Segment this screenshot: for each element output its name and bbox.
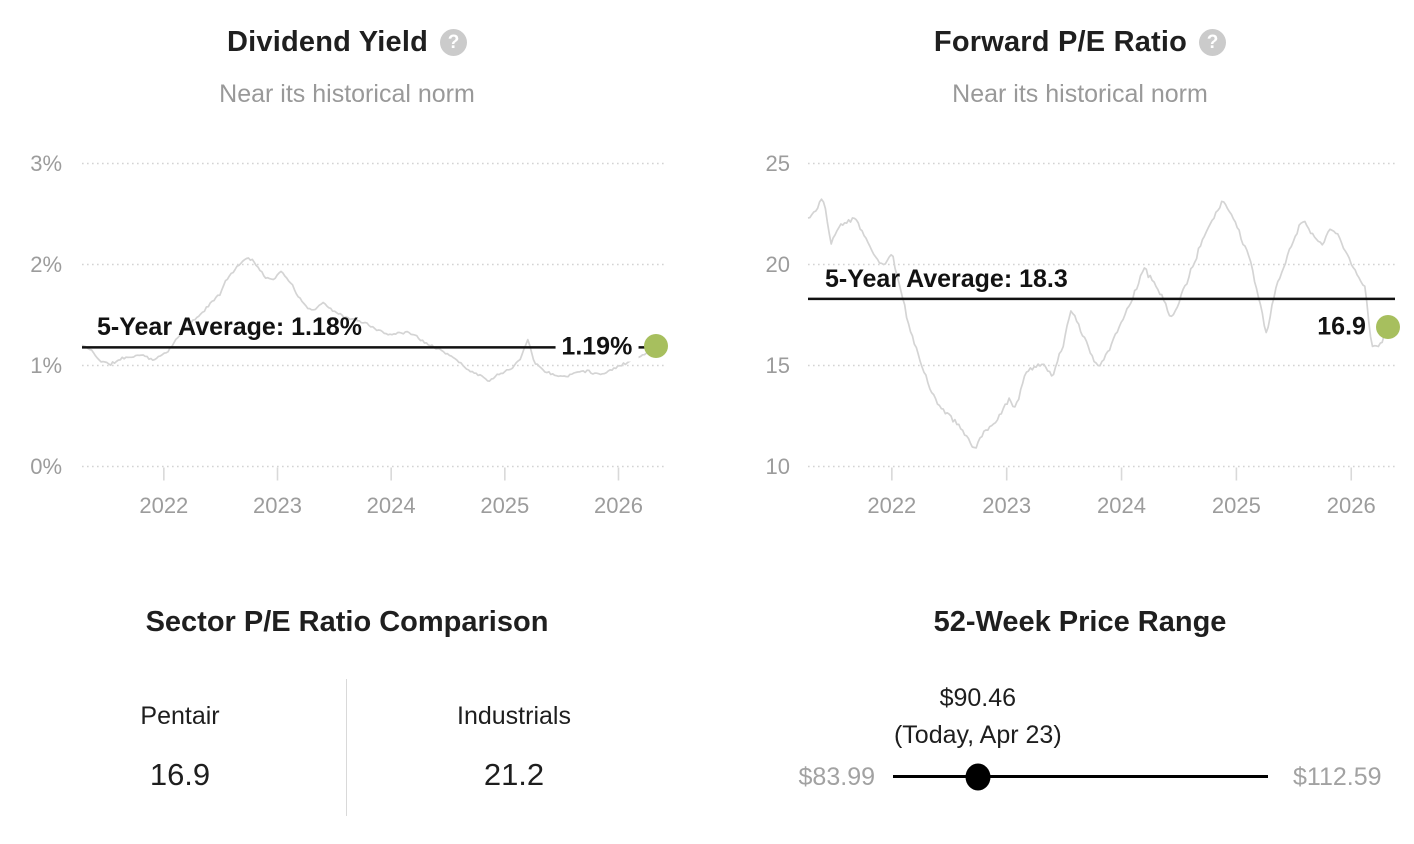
x-axis-tick-label: 2025 <box>1211 493 1261 518</box>
current-value-label: 16.9 <box>1317 312 1366 341</box>
x-axis-tick-label: 2026 <box>1326 493 1376 518</box>
x-axis-tick-label: 2024 <box>1097 493 1146 518</box>
x-axis-tick-label: 2023 <box>982 493 1032 518</box>
help-icon[interactable]: ? <box>1199 28 1227 56</box>
x-axis-tick-label: 2025 <box>480 493 530 518</box>
y-axis-tick-label: 15 <box>765 352 790 378</box>
dividend-yield-header: Dividend Yield ? <box>27 21 667 63</box>
sector-company-label: Pentair <box>140 702 220 730</box>
x-axis-tick-label: 2022 <box>867 493 917 518</box>
sector-company-value: 16.9 <box>149 757 211 792</box>
y-axis-tick-label: 20 <box>765 251 790 277</box>
x-axis-tick-label: 2023 <box>253 493 302 518</box>
sector-industry-value: 21.2 <box>483 757 545 792</box>
y-axis-tick-label: 3% <box>30 150 62 176</box>
current-price-marker <box>965 763 991 790</box>
dividend-yield-subtitle: Near its historical norm <box>219 80 475 108</box>
range-high-label: $112.59 <box>1293 763 1382 791</box>
range-low-label: $83.99 <box>798 763 875 791</box>
y-axis-tick-label: 25 <box>765 150 790 176</box>
current-value-dot <box>644 334 668 359</box>
average-annotation: 5-Year Average: 1.18% <box>97 313 362 342</box>
price-range-track <box>893 775 1268 778</box>
y-axis-tick-label: 2% <box>30 251 62 277</box>
y-axis-tick-label: 0% <box>30 453 62 479</box>
comparison-divider <box>346 679 347 816</box>
current-price-label: $90.46 <box>939 684 1017 712</box>
current-value-dot <box>1376 315 1400 340</box>
x-axis-tick-label: 2024 <box>366 493 416 518</box>
forward-pe-header: Forward P/E Ratio ? <box>760 21 1400 63</box>
x-axis-tick-label: 2022 <box>139 493 189 518</box>
y-axis-tick-label: 10 <box>765 453 790 479</box>
help-icon[interactable]: ? <box>440 28 467 56</box>
dividend-yield-title: Dividend Yield <box>226 25 428 58</box>
average-annotation: 5-Year Average: 18.3 <box>825 264 1068 293</box>
current-value-label: 1.19% <box>555 332 639 362</box>
current-price-date: (Today, Apr 23) <box>893 721 1062 749</box>
forward-pe-title: Forward P/E Ratio <box>933 25 1188 58</box>
x-axis-tick-label: 2026 <box>594 493 643 518</box>
price-range-title: 52-Week Price Range <box>933 606 1227 638</box>
sector-pe-comparison-title: Sector P/E Ratio Comparison <box>145 606 549 638</box>
forward-pe-subtitle: Near its historical norm <box>952 80 1208 108</box>
sector-industry-label: Industrials <box>457 702 571 730</box>
y-axis-tick-label: 1% <box>30 352 62 378</box>
